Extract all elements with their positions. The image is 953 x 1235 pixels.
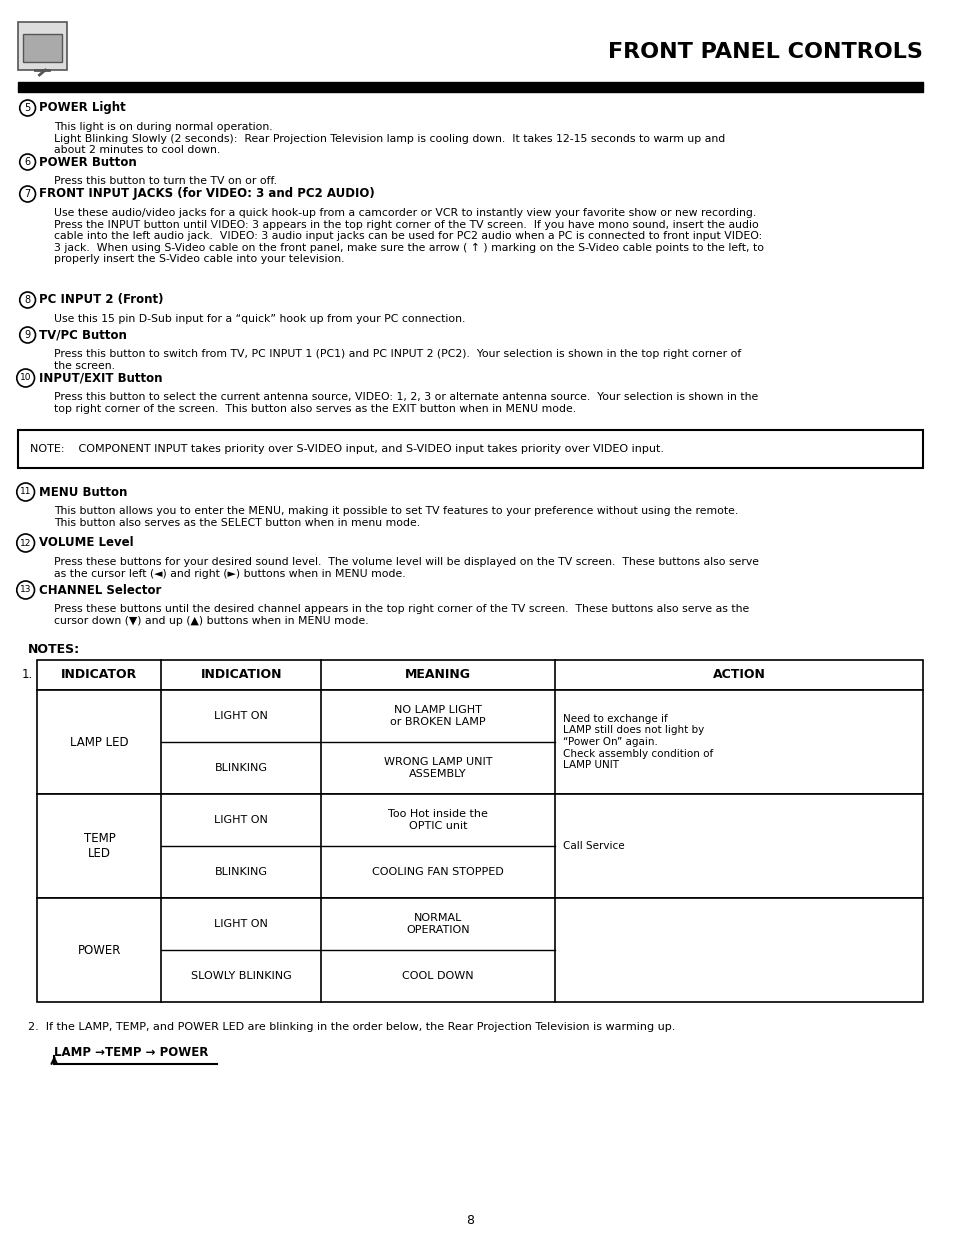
Text: Use these audio/video jacks for a quick hook-up from a camcorder or VCR to insta: Use these audio/video jacks for a quick … [54, 207, 763, 264]
Text: 10: 10 [20, 373, 31, 383]
Text: NORMAL
OPERATION: NORMAL OPERATION [406, 913, 470, 935]
Text: FRONT PANEL CONTROLS: FRONT PANEL CONTROLS [607, 42, 922, 62]
Bar [18, 430, 922, 468]
Text: 8: 8 [25, 295, 30, 305]
Text: TEMP
LED: TEMP LED [84, 832, 115, 860]
Text: Press this button to switch from TV, PC INPUT 1 (PC1) and PC INPUT 2 (PC2).  You: Press this button to switch from TV, PC … [54, 350, 740, 370]
Bar [37, 690, 922, 794]
Text: LIGHT ON: LIGHT ON [214, 919, 268, 929]
Text: CHANNEL Selector: CHANNEL Selector [39, 583, 162, 597]
Text: Call Service: Call Service [563, 841, 624, 851]
Text: This button allows you to enter the MENU, making it possible to set TV features : This button allows you to enter the MENU… [54, 506, 738, 527]
Text: MEANING: MEANING [405, 668, 471, 682]
Text: POWER Button: POWER Button [39, 156, 137, 168]
FancyBboxPatch shape [23, 35, 62, 62]
Text: BLINKING: BLINKING [214, 763, 268, 773]
Text: WRONG LAMP UNIT
ASSEMBLY: WRONG LAMP UNIT ASSEMBLY [383, 757, 492, 779]
Text: FRONT INPUT JACKS (for VIDEO: 3 and PC2 AUDIO): FRONT INPUT JACKS (for VIDEO: 3 and PC2 … [39, 188, 375, 200]
Text: 8: 8 [466, 1214, 474, 1226]
Text: NOTES:: NOTES: [28, 643, 80, 656]
Text: 6: 6 [25, 157, 30, 167]
Text: LIGHT ON: LIGHT ON [214, 815, 268, 825]
Text: COOLING FAN STOPPED: COOLING FAN STOPPED [372, 867, 503, 877]
Text: ACTION: ACTION [712, 668, 765, 682]
Text: Press these buttons for your desired sound level.  The volume level will be disp: Press these buttons for your desired sou… [54, 557, 759, 579]
Bar [37, 794, 922, 898]
Text: INDICATION: INDICATION [200, 668, 281, 682]
Text: INDICATOR: INDICATOR [61, 668, 137, 682]
Text: COOL DOWN: COOL DOWN [402, 971, 474, 981]
Text: Use this 15 pin D-Sub input for a “quick” hook up from your PC connection.: Use this 15 pin D-Sub input for a “quick… [54, 314, 465, 324]
FancyBboxPatch shape [18, 22, 67, 70]
Text: MENU Button: MENU Button [39, 485, 128, 499]
Text: PC INPUT 2 (Front): PC INPUT 2 (Front) [39, 294, 164, 306]
Text: Press this button to select the current antenna source, VIDEO: 1, 2, 3 or altern: Press this button to select the current … [54, 391, 758, 414]
Text: 2.  If the LAMP, TEMP, and POWER LED are blinking in the order below, the Rear P: 2. If the LAMP, TEMP, and POWER LED are … [28, 1023, 675, 1032]
Text: NOTE:    COMPONENT INPUT takes priority over S-VIDEO input, and S-VIDEO input ta: NOTE: COMPONENT INPUT takes priority ove… [30, 445, 663, 454]
Bar [37, 659, 922, 690]
Text: BLINKING: BLINKING [214, 867, 268, 877]
Text: TV/PC Button: TV/PC Button [39, 329, 127, 342]
Text: 12: 12 [20, 538, 31, 547]
Text: VOLUME Level: VOLUME Level [39, 536, 134, 550]
Text: 5: 5 [25, 103, 30, 112]
Text: Press these buttons until the desired channel appears in the top right corner of: Press these buttons until the desired ch… [54, 604, 749, 626]
Text: SLOWLY BLINKING: SLOWLY BLINKING [191, 971, 292, 981]
Text: NO LAMP LIGHT
or BROKEN LAMP: NO LAMP LIGHT or BROKEN LAMP [390, 705, 485, 727]
Text: INPUT/EXIT Button: INPUT/EXIT Button [39, 372, 163, 384]
Text: LAMP LED: LAMP LED [71, 736, 129, 748]
Text: LIGHT ON: LIGHT ON [214, 711, 268, 721]
Text: 9: 9 [25, 330, 30, 340]
Text: POWER Light: POWER Light [39, 101, 126, 115]
Text: Too Hot inside the
OPTIC unit: Too Hot inside the OPTIC unit [388, 809, 488, 831]
Text: 7: 7 [25, 189, 30, 199]
Text: POWER: POWER [78, 944, 121, 956]
Text: Need to exchange if
LAMP still does not light by
“Power On” again.
Check assembl: Need to exchange if LAMP still does not … [563, 714, 713, 771]
Text: LAMP →TEMP → POWER: LAMP →TEMP → POWER [54, 1046, 209, 1058]
Text: 13: 13 [20, 585, 31, 594]
Text: This light is on during normal operation.
Light Blinking Slowly (2 seconds):  Re: This light is on during normal operation… [54, 122, 724, 156]
Text: 1.: 1. [22, 668, 33, 682]
Text: 11: 11 [20, 488, 31, 496]
Text: Press this button to turn the TV on or off.: Press this button to turn the TV on or o… [54, 177, 277, 186]
Bar [37, 898, 922, 1002]
